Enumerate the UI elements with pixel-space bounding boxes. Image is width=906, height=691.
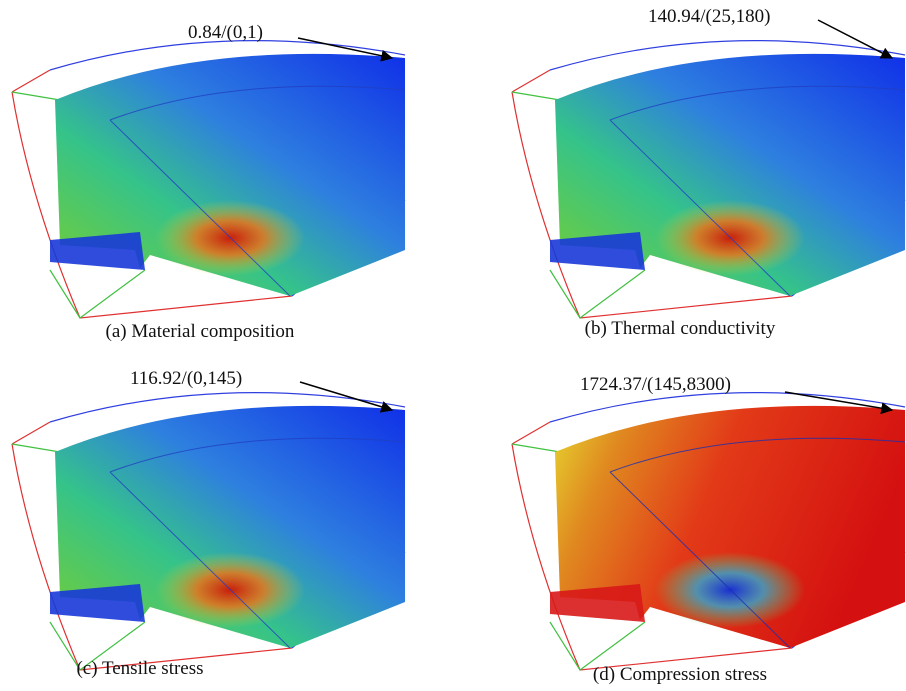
page: 0.84/(0,1) (a) Material composition 140.94… <box>0 0 906 691</box>
panel: 0.84/(0,1) (a) Material composition <box>12 22 405 342</box>
annotation: 1724.37/(145,8300) <box>580 374 731 395</box>
caption: (d) Compression stress <box>593 664 767 685</box>
caption: (b) Thermal conductivity <box>585 318 776 339</box>
pointer-arrow <box>300 382 392 410</box>
panel: 116.92/(0,145) (c) Tensile stress <box>12 368 405 679</box>
panel: 140.94/(25,180) (b) Thermal conductivity <box>512 6 905 339</box>
annotation: 0.84/(0,1) <box>188 22 263 43</box>
panel: 1724.37/(145,8300) (d) Compression stress <box>512 374 905 685</box>
caption: (a) Material composition <box>106 321 295 342</box>
caption: (c) Tensile stress <box>76 658 203 679</box>
figure: 0.84/(0,1) (a) Material composition 140.94… <box>0 0 906 691</box>
annotation: 140.94/(25,180) <box>648 6 770 27</box>
pointer-arrow <box>818 20 892 58</box>
annotation: 116.92/(0,145) <box>130 368 242 389</box>
